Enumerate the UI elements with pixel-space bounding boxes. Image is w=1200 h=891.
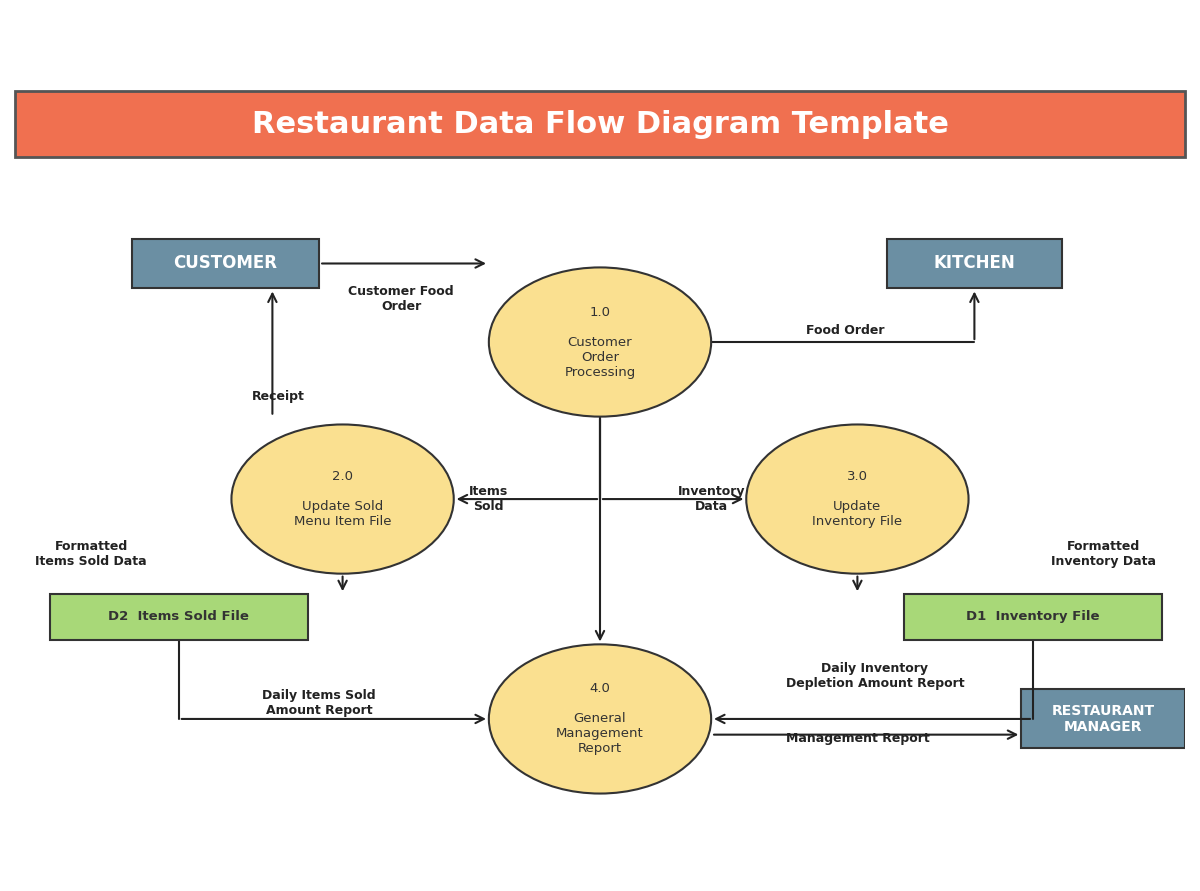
Text: 2.0

Update Sold
Menu Item File: 2.0 Update Sold Menu Item File	[294, 470, 391, 528]
Text: Inventory
Data: Inventory Data	[677, 485, 745, 513]
Text: 3.0

Update
Inventory File: 3.0 Update Inventory File	[812, 470, 902, 528]
Text: 4.0

General
Management
Report: 4.0 General Management Report	[556, 683, 644, 756]
FancyBboxPatch shape	[1021, 690, 1186, 748]
Text: Restaurant Data Flow Diagram Template: Restaurant Data Flow Diagram Template	[252, 110, 948, 139]
Text: Food Order: Food Order	[806, 323, 884, 337]
FancyBboxPatch shape	[16, 91, 1186, 158]
Text: Customer Food
Order: Customer Food Order	[348, 285, 454, 313]
Text: Daily Items Sold
Amount Report: Daily Items Sold Amount Report	[263, 690, 376, 717]
FancyBboxPatch shape	[887, 239, 1062, 288]
FancyBboxPatch shape	[132, 239, 319, 288]
Circle shape	[746, 424, 968, 574]
Text: KITCHEN: KITCHEN	[934, 255, 1015, 273]
Text: Formatted
Inventory Data: Formatted Inventory Data	[1051, 540, 1156, 568]
Text: D1  Inventory File: D1 Inventory File	[966, 610, 1099, 624]
FancyBboxPatch shape	[50, 594, 307, 640]
Text: Daily Inventory
Depletion Amount Report: Daily Inventory Depletion Amount Report	[786, 662, 965, 690]
Circle shape	[488, 644, 712, 794]
Text: RESTAURANT
MANAGER: RESTAURANT MANAGER	[1051, 704, 1154, 734]
Text: D2  Items Sold File: D2 Items Sold File	[108, 610, 250, 624]
Text: Items
Sold: Items Sold	[469, 485, 509, 513]
Text: Formatted
Items Sold Data: Formatted Items Sold Data	[35, 540, 146, 568]
Text: 1.0

Customer
Order
Processing: 1.0 Customer Order Processing	[564, 306, 636, 379]
Text: Management Report: Management Report	[786, 732, 929, 745]
Circle shape	[488, 267, 712, 417]
Circle shape	[232, 424, 454, 574]
Text: Receipt: Receipt	[252, 390, 305, 404]
Text: CUSTOMER: CUSTOMER	[174, 255, 277, 273]
FancyBboxPatch shape	[905, 594, 1162, 640]
